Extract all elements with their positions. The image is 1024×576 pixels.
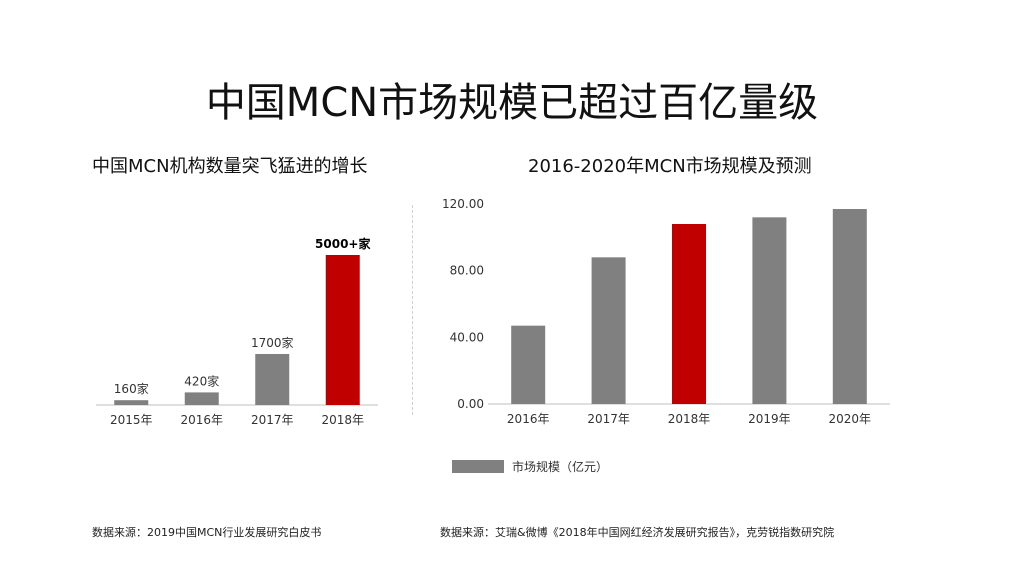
bar [184,392,219,405]
data-label: 5000+家 [315,236,371,251]
chart-divider [412,205,413,415]
bar [672,224,706,404]
x-tick-label: 2016年 [180,413,223,427]
data-label: 420家 [184,373,219,388]
x-tick-label: 2020年 [829,412,872,426]
x-tick-label: 2017年 [587,412,630,426]
x-tick-label: 2018年 [321,413,364,427]
left-data-source: 数据来源：2019中国MCN行业发展研究白皮书 [92,526,322,539]
y-tick-label: 40.00 [450,330,484,344]
right-chart-title: 2016-2020年MCN市场规模及预测 [528,156,812,177]
bar [511,325,546,404]
mcn-count-bar-chart: 160家 2015年 420家 2016年 1700家 2017年 5000+家 2018年 [96,236,378,427]
chart-legend: 市场规模（亿元） [452,458,608,475]
y-tick-label: 80.00 [450,264,484,278]
bar [591,257,626,404]
data-label: 1700家 [251,335,294,350]
right-data-source: 数据来源：艾瑞&微博《2018年中国网红经济发展研究报告》，克劳锐指数研究院 [440,526,835,539]
left-chart-title: 中国MCN机构数量突飞猛进的增长 [92,156,368,177]
legend-label: 市场规模（亿元） [512,460,609,474]
x-tick-label: 2015年 [110,413,153,427]
page-title: 中国MCN市场规模已超过百亿量级 [205,80,819,126]
y-tick-label: 120.00 [442,197,484,211]
x-tick-label: 2019年 [748,412,791,426]
legend-swatch [452,460,504,473]
data-label: 160家 [114,381,149,396]
bar [832,209,867,404]
bar [255,354,290,405]
x-tick-label: 2017年 [251,413,294,427]
bar [114,400,149,405]
bar [752,217,787,404]
x-tick-label: 2016年 [507,412,550,426]
mcn-market-size-bar-chart: 0.00 40.00 80.00 120.00 2016年 2017年 2018年 2019年… [442,197,890,426]
bar [325,255,360,405]
y-tick-label: 0.00 [457,397,484,411]
x-tick-label: 2018年 [668,412,711,426]
